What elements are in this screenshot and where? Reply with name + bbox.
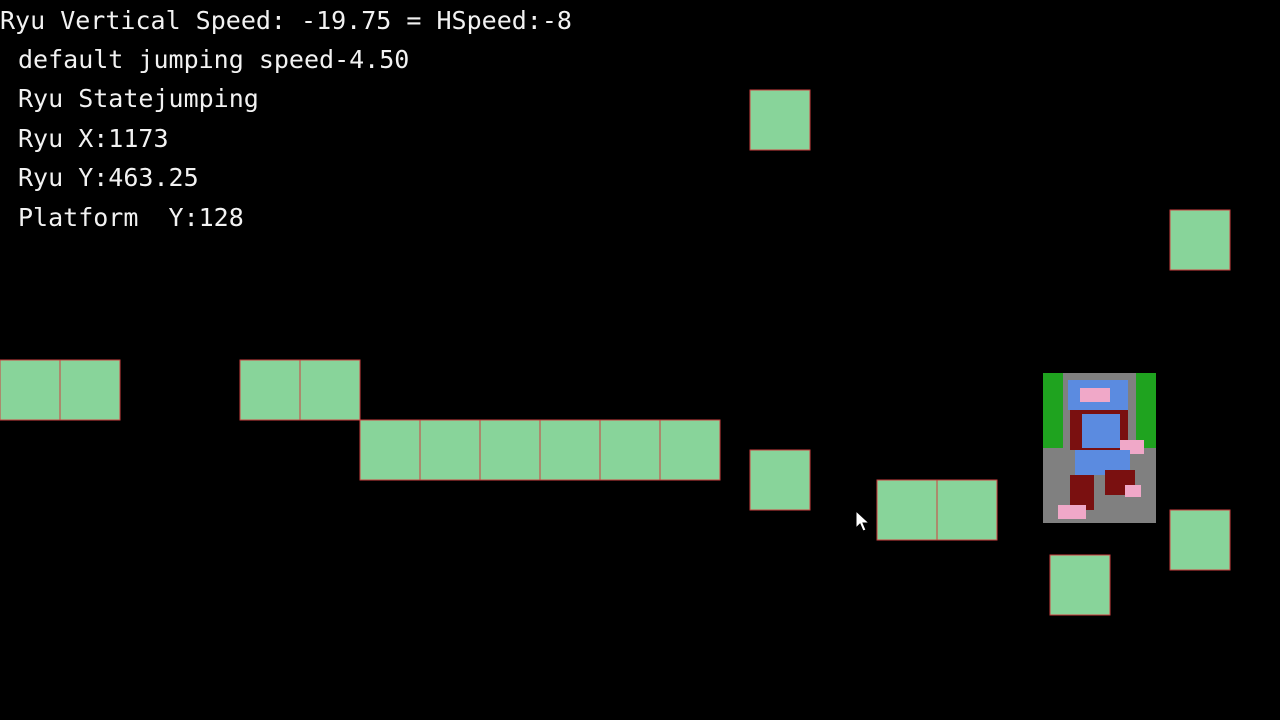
sprite-foot bbox=[1125, 485, 1141, 497]
tile bbox=[59, 359, 121, 421]
tile bbox=[1169, 509, 1231, 571]
tile bbox=[359, 419, 421, 481]
debug-line: Ryu X:1173 bbox=[18, 124, 169, 153]
tile bbox=[1169, 209, 1231, 271]
tile bbox=[659, 419, 721, 481]
player-sprite bbox=[1043, 373, 1156, 523]
sprite-bar bbox=[1043, 373, 1063, 448]
mouse-cursor bbox=[855, 509, 871, 532]
tile bbox=[749, 449, 811, 511]
tile bbox=[0, 359, 61, 421]
sprite-leg bbox=[1070, 475, 1094, 510]
tile bbox=[239, 359, 301, 421]
tile bbox=[539, 419, 601, 481]
debug-line: default jumping speed-4.50 bbox=[18, 45, 409, 74]
tile bbox=[299, 359, 361, 421]
debug-text: Ryu Vertical Speed: -19.75 = HSpeed:-8 d… bbox=[0, 6, 572, 232]
sprite-face bbox=[1080, 388, 1110, 402]
sprite-bar bbox=[1136, 373, 1156, 448]
tile bbox=[749, 89, 811, 151]
sprite-torso bbox=[1082, 414, 1120, 448]
sprite-foot bbox=[1058, 505, 1086, 519]
tile bbox=[936, 479, 998, 541]
tile bbox=[876, 479, 938, 541]
tile bbox=[599, 419, 661, 481]
debug-line: Ryu Vertical Speed: -19.75 = HSpeed:-8 bbox=[0, 6, 572, 35]
platforms bbox=[0, 89, 1231, 616]
tile bbox=[419, 419, 481, 481]
debug-line: Ryu Statejumping bbox=[18, 84, 259, 113]
tile bbox=[1049, 554, 1111, 616]
tile bbox=[479, 419, 541, 481]
debug-line: Ryu Y:463.25 bbox=[18, 163, 199, 192]
debug-line: Platform Y:128 bbox=[18, 203, 244, 232]
